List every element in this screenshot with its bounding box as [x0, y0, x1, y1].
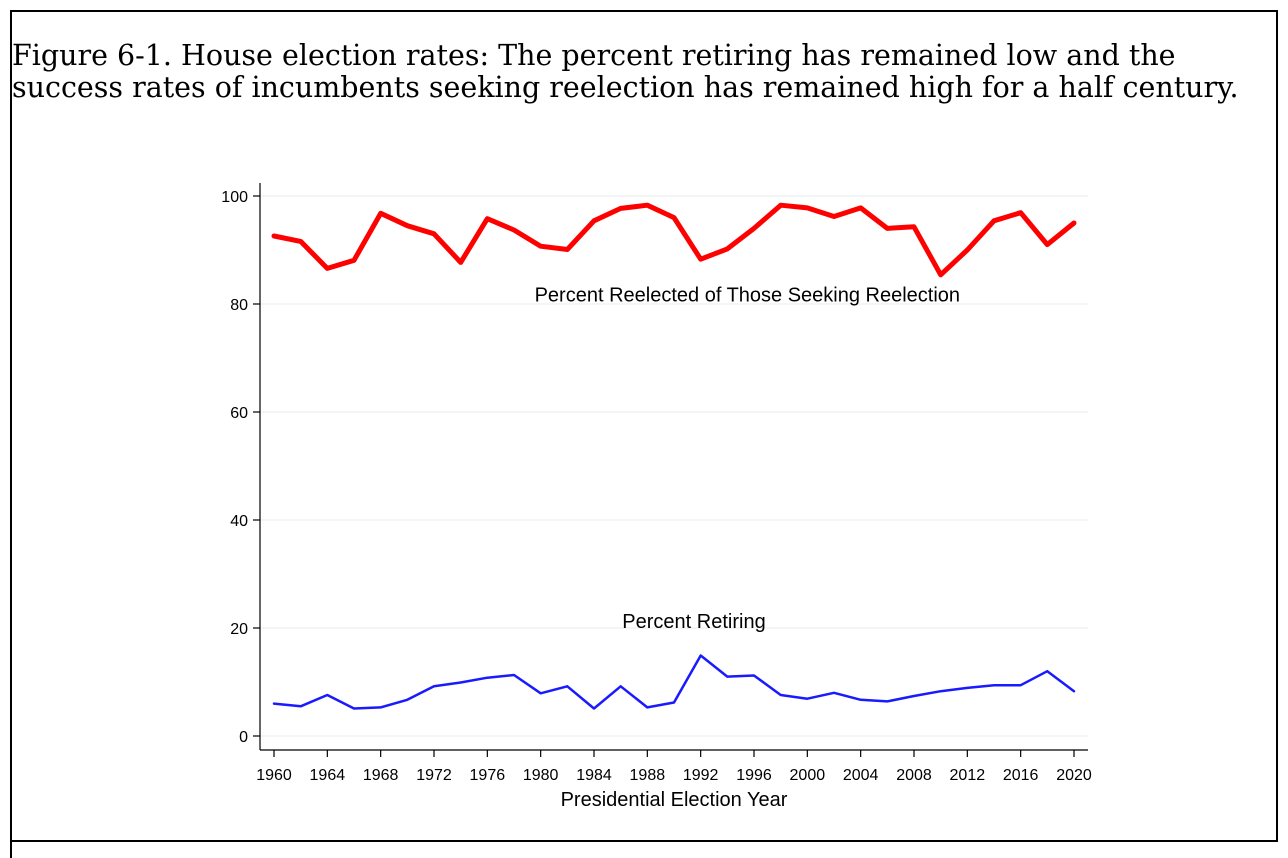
x-tick-label-2008: 2008: [896, 767, 932, 784]
x-tick-label-2016: 2016: [1003, 767, 1039, 784]
y-tick-label-0: 0: [239, 729, 248, 746]
x-tick-label-1960: 1960: [256, 767, 292, 784]
y-tick-label-20: 20: [230, 621, 248, 638]
x-tick-label-1984: 1984: [576, 767, 612, 784]
x-tick-label-2000: 2000: [790, 767, 826, 784]
y-tick-label-100: 100: [221, 189, 248, 206]
x-tick-label-1972: 1972: [416, 767, 452, 784]
x-tick-label-1992: 1992: [683, 767, 719, 784]
y-tick-label-80: 80: [230, 297, 248, 314]
annotation-retiring: Percent Retiring: [622, 611, 765, 633]
y-tick-label-60: 60: [230, 405, 248, 422]
frame-edge-mark: [10, 842, 12, 858]
figure-caption: Figure 6-1. House election rates: The pe…: [12, 39, 1239, 104]
x-tick-label-1976: 1976: [470, 767, 506, 784]
chart-labels: 0 20 40 60 80 100 1960 1964 1968 1972 1976 1980 1984…: [221, 189, 1092, 811]
x-tick-label-2012: 2012: [950, 767, 986, 784]
axes: [253, 183, 1088, 757]
x-tick-label-1980: 1980: [523, 767, 559, 784]
x-axis-title: Presidential Election Year: [561, 789, 788, 811]
annotation-reelected: Percent Reelected of Those Seeking Reele…: [535, 284, 960, 306]
series-lines: [271, 202, 1077, 710]
series-line-reelected: [271, 202, 1077, 278]
x-tick-label-2020: 2020: [1056, 767, 1092, 784]
x-tick-label-1968: 1968: [363, 767, 399, 784]
x-tick-label-2004: 2004: [843, 767, 879, 784]
x-tick-label-1964: 1964: [310, 767, 346, 784]
x-tick-label-1996: 1996: [736, 767, 772, 784]
gridlines: [260, 195, 1088, 737]
y-tick-label-40: 40: [230, 513, 248, 530]
x-tick-label-1988: 1988: [630, 767, 666, 784]
series-line-retiring: [272, 654, 1076, 710]
